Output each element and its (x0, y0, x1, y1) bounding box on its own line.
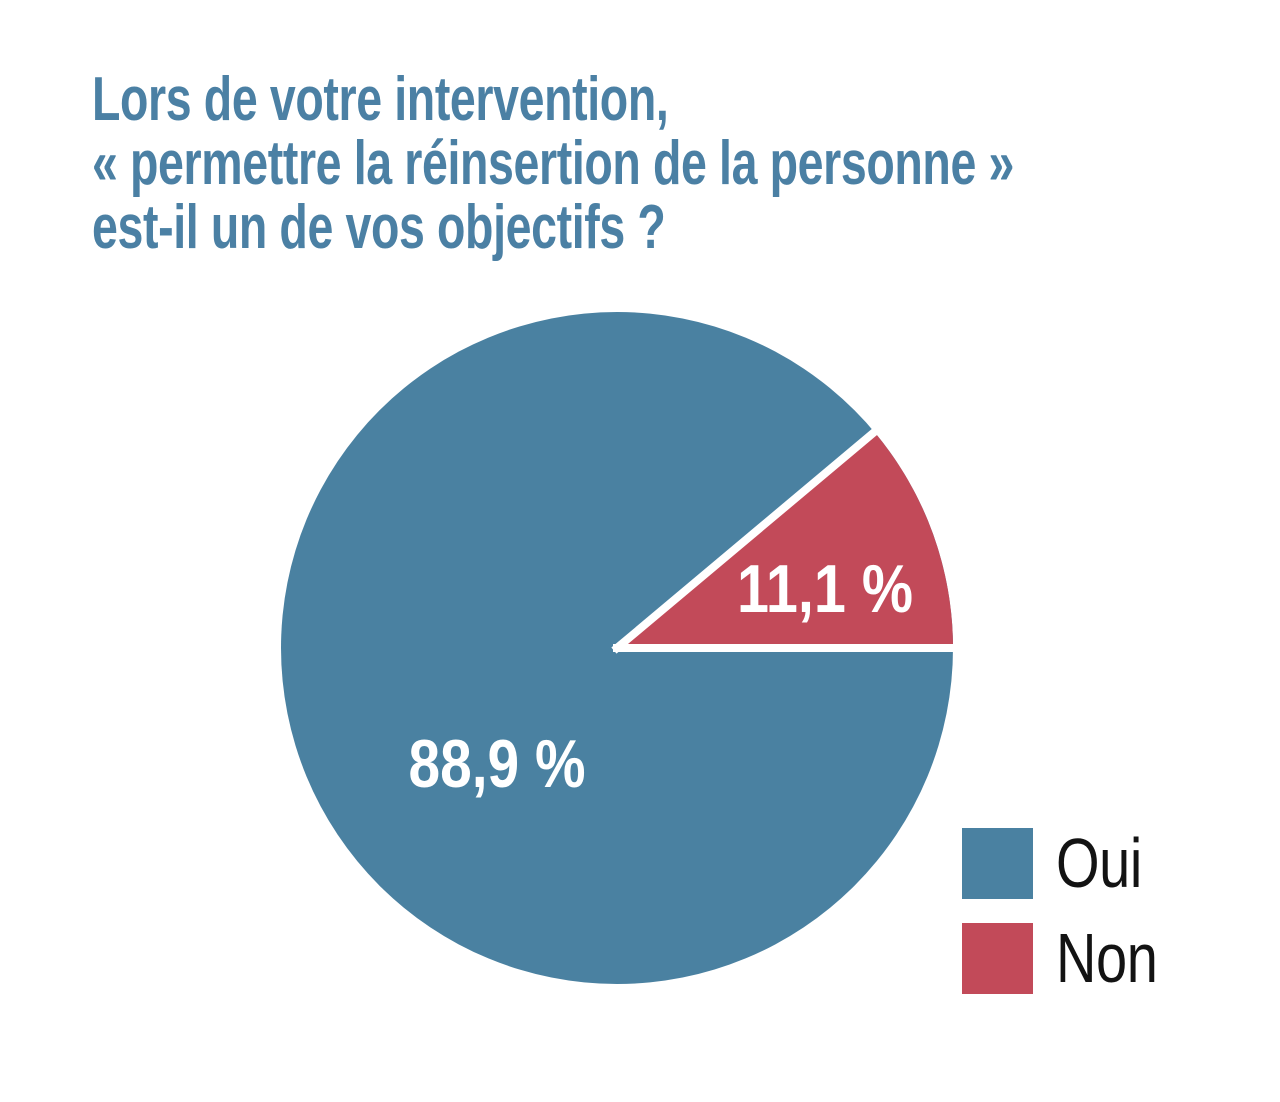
chart-title-line-3: est-il un de vos objectifs ? (92, 193, 666, 262)
legend-label-oui: Oui (1056, 824, 1142, 902)
slice-label-oui: 88,9 % (409, 726, 586, 802)
slice-separator-diagonal (611, 421, 887, 654)
slice-label-non: 11,1 % (737, 551, 913, 627)
legend-item-non: Non (962, 923, 1183, 994)
chart-title-line-1: Lors de votre intervention, (92, 65, 669, 134)
pie-slice-non (617, 432, 953, 648)
legend-swatch-non (962, 923, 1033, 994)
legend-label-non: Non (1056, 919, 1158, 997)
legend-item-oui: Oui (962, 828, 1163, 899)
legend-swatch-oui (962, 828, 1033, 899)
chart-title: Lors de votre intervention, « permettre … (92, 68, 1014, 260)
chart-title-line-2: « permettre la réinsertion de la personn… (92, 129, 1014, 198)
